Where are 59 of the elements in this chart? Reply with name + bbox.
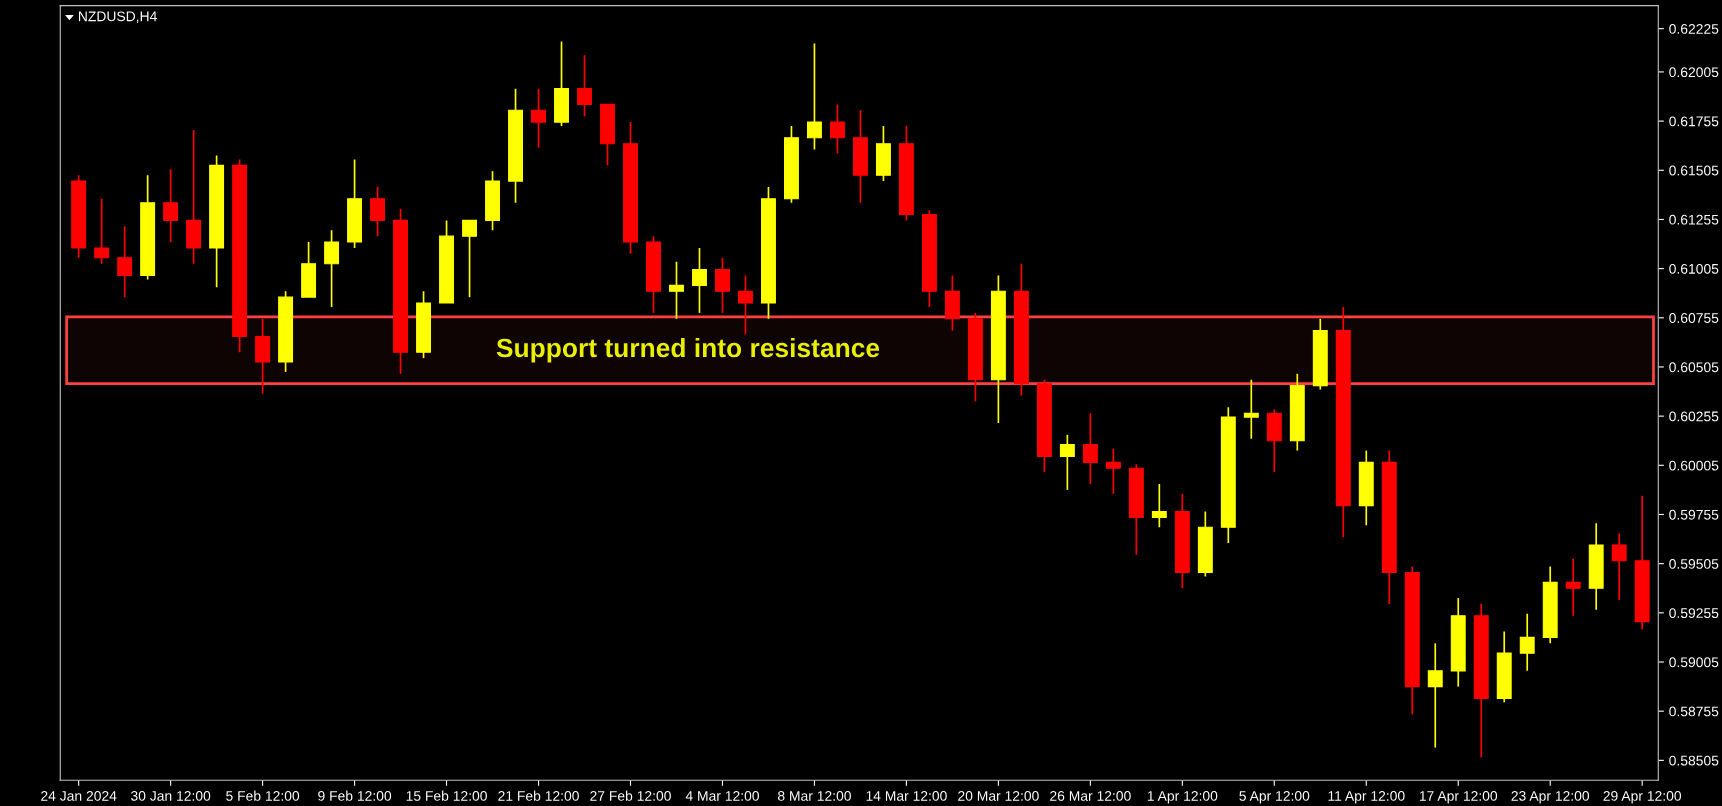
y-tick-label: 0.61005 bbox=[1669, 263, 1719, 274]
candlestick bbox=[738, 274, 753, 336]
candlestick bbox=[1151, 483, 1167, 529]
candlestick bbox=[324, 229, 340, 308]
candlestick bbox=[669, 260, 684, 320]
candlestick bbox=[577, 54, 592, 118]
y-tick-label: 0.59505 bbox=[1669, 558, 1719, 569]
x-tick-label: 1 Apr 12:00 bbox=[1147, 790, 1218, 804]
x-tick-label: 5 Apr 12:00 bbox=[1239, 790, 1310, 804]
y-tick-label: 0.60755 bbox=[1669, 313, 1719, 323]
y-tick-label: 0.60255 bbox=[1669, 411, 1719, 422]
candlestick bbox=[806, 42, 822, 151]
x-tick-label: 26 Mar 12:00 bbox=[1050, 790, 1131, 801]
x-tick-label: 14 Mar 12:00 bbox=[866, 790, 947, 801]
y-tick-label: 0.59005 bbox=[1669, 657, 1719, 668]
x-tick-label: 15 Feb 12:00 bbox=[406, 790, 487, 801]
candlestick bbox=[1427, 642, 1443, 749]
candlestick bbox=[531, 87, 546, 149]
x-tick-label: 23 Apr 12:00 bbox=[1511, 790, 1590, 804]
y-tick-label: 0.59255 bbox=[1669, 608, 1719, 618]
x-tick-label: 27 Feb 12:00 bbox=[590, 790, 671, 801]
candlestick bbox=[462, 219, 477, 298]
candlestick bbox=[163, 168, 179, 243]
candlestick bbox=[1611, 532, 1627, 601]
y-tick-label: 0.61755 bbox=[1669, 116, 1719, 127]
y-tick-label: 0.61505 bbox=[1669, 165, 1719, 176]
x-tick-label: 21 Feb 12:00 bbox=[498, 790, 579, 801]
y-tick-label: 0.62005 bbox=[1669, 67, 1719, 78]
candlestick bbox=[94, 197, 110, 265]
x-tick-label: 9 Feb 12:00 bbox=[318, 790, 392, 801]
x-tick-label: 5 Feb 12:00 bbox=[226, 790, 300, 801]
y-tick-label: 0.61255 bbox=[1669, 214, 1719, 225]
candlestick bbox=[1519, 612, 1535, 672]
band-label: Support turned into resistance bbox=[496, 337, 880, 363]
chart-title: NZDUSD,H4 bbox=[78, 11, 157, 23]
x-tick-label: 30 Jan 12:00 bbox=[131, 790, 211, 801]
x-tick-label: 4 Mar 12:00 bbox=[685, 790, 759, 801]
candlestick bbox=[829, 103, 845, 155]
candlestick bbox=[1105, 447, 1121, 495]
candlestick bbox=[370, 186, 386, 237]
candlestick bbox=[1565, 557, 1581, 617]
y-tick-label: 0.60505 bbox=[1669, 362, 1719, 373]
candlestick bbox=[715, 256, 730, 314]
y-tick-label: 0.60005 bbox=[1669, 460, 1719, 471]
x-tick-label: 24 Jan 2024 bbox=[41, 790, 117, 801]
y-tick-label: 0.58755 bbox=[1669, 706, 1719, 717]
x-tick-label: 29 Apr 12:00 bbox=[1603, 790, 1682, 804]
y-tick-label: 0.62225 bbox=[1669, 23, 1719, 34]
y-tick-label: 0.58505 bbox=[1669, 755, 1719, 766]
candlestick bbox=[117, 225, 133, 298]
x-tick-label: 17 Apr 12:00 bbox=[1419, 790, 1498, 804]
candlestick bbox=[1059, 433, 1075, 491]
candlestick bbox=[1243, 378, 1259, 440]
x-tick-label: 8 Mar 12:00 bbox=[777, 790, 851, 801]
y-tick-label: 0.59755 bbox=[1669, 509, 1719, 520]
candlestick bbox=[1082, 412, 1098, 485]
candlestick bbox=[692, 247, 707, 314]
x-tick-label: 11 Apr 12:00 bbox=[1328, 790, 1405, 804]
x-tick-label: 20 Mar 12:00 bbox=[958, 790, 1039, 801]
